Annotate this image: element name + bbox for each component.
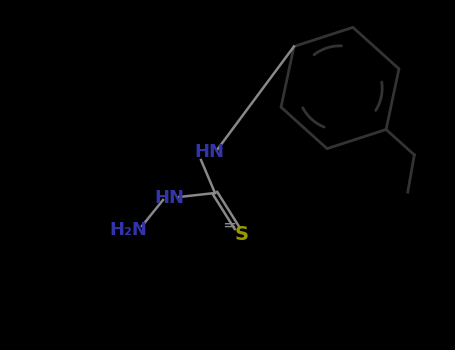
Text: S: S: [235, 224, 249, 244]
Text: ═: ═: [224, 217, 234, 235]
Text: HN: HN: [154, 189, 184, 207]
Text: HN: HN: [194, 143, 224, 161]
Text: H₂N: H₂N: [109, 221, 147, 239]
